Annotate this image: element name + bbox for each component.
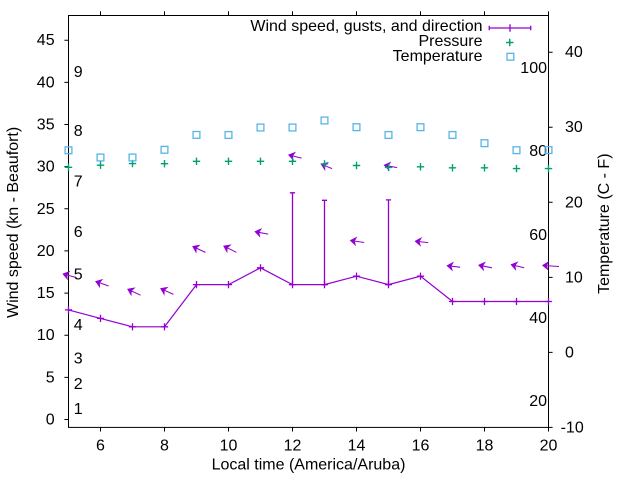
- svg-text:10: 10: [37, 327, 55, 344]
- svg-text:20: 20: [37, 243, 55, 260]
- svg-text:20: 20: [529, 393, 547, 410]
- svg-text:60: 60: [529, 227, 547, 244]
- svg-text:45: 45: [37, 32, 55, 49]
- svg-text:9: 9: [74, 64, 83, 81]
- svg-text:30: 30: [37, 159, 55, 176]
- svg-text:20: 20: [565, 194, 583, 211]
- svg-text:40: 40: [37, 74, 55, 91]
- svg-text:15: 15: [37, 285, 55, 302]
- svg-text:18: 18: [476, 437, 494, 454]
- svg-text:80: 80: [529, 143, 547, 160]
- svg-text:7: 7: [74, 174, 83, 191]
- svg-text:25: 25: [37, 201, 55, 218]
- svg-text:40: 40: [565, 44, 583, 61]
- svg-text:20: 20: [540, 437, 558, 454]
- svg-text:Temperature: Temperature: [393, 48, 483, 65]
- svg-text:Wind speed, gusts, and directi: Wind speed, gusts, and direction: [250, 18, 482, 35]
- svg-text:8: 8: [74, 123, 83, 140]
- svg-text:5: 5: [74, 266, 83, 283]
- svg-text:6: 6: [96, 437, 105, 454]
- svg-text:3: 3: [74, 351, 83, 368]
- svg-text:14: 14: [348, 437, 366, 454]
- svg-text:0: 0: [565, 344, 574, 361]
- svg-text:40: 40: [529, 310, 547, 327]
- svg-text:6: 6: [74, 224, 83, 241]
- svg-text:8: 8: [160, 437, 169, 454]
- svg-text:4: 4: [74, 317, 83, 334]
- svg-text:30: 30: [565, 119, 583, 136]
- svg-text:35: 35: [37, 117, 55, 134]
- svg-text:16: 16: [412, 437, 430, 454]
- svg-text:-10: -10: [561, 419, 584, 436]
- svg-text:100: 100: [520, 60, 547, 77]
- svg-text:5: 5: [46, 369, 55, 386]
- svg-text:2: 2: [74, 376, 83, 393]
- svg-text:12: 12: [284, 437, 302, 454]
- svg-text:Pressure: Pressure: [418, 33, 482, 50]
- svg-text:10: 10: [220, 437, 238, 454]
- svg-text:Wind speed (kn - Beaufort): Wind speed (kn - Beaufort): [5, 127, 22, 318]
- svg-text:Local time (America/Aruba): Local time (America/Aruba): [212, 457, 406, 474]
- svg-text:1: 1: [74, 401, 83, 418]
- svg-text:Temperature (C - F): Temperature (C - F): [596, 153, 613, 293]
- svg-text:0: 0: [46, 412, 55, 429]
- svg-text:10: 10: [565, 269, 583, 286]
